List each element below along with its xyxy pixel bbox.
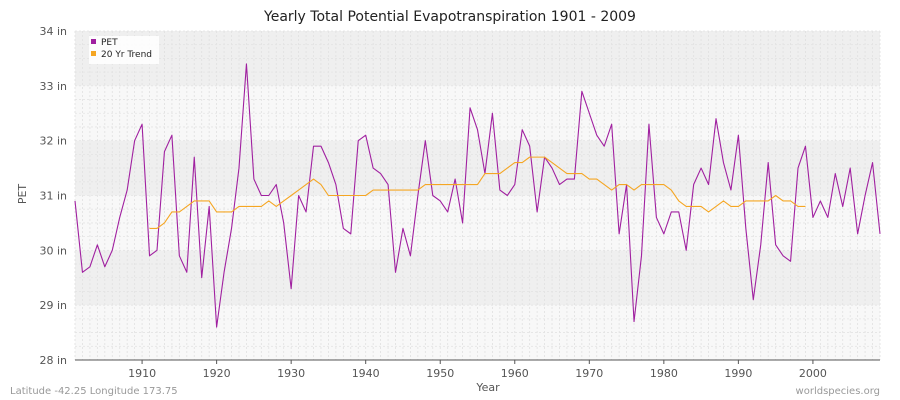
series-layer — [74, 63, 881, 328]
legend-label-trend: 20 Yr Trend — [101, 50, 152, 60]
x-tick-label: 1940 — [352, 367, 380, 380]
y-axis-label: PET — [16, 184, 29, 205]
legend-swatch-trend — [91, 51, 96, 56]
x-tick-label: 1950 — [426, 367, 454, 380]
y-tick-label: 29 in — [39, 299, 67, 312]
x-tick-label: 1990 — [724, 367, 752, 380]
series-line-trend — [149, 156, 806, 229]
y-tick-label: 30 in — [39, 244, 67, 257]
legend-box — [89, 36, 159, 64]
x-tick-label: 2000 — [799, 367, 827, 380]
legend: PET 20 Yr Trend — [89, 36, 159, 64]
chart-title: Yearly Total Potential Evapotranspiratio… — [263, 9, 636, 25]
y-axis-ticks: 28 in 29 in 30 in 31 in 32 in 33 in 34 in — [39, 25, 67, 367]
legend-label-pet: PET — [101, 38, 118, 48]
legend-swatch-pet — [91, 39, 96, 44]
y-tick-label: 31 in — [39, 190, 67, 203]
y-tick-label: 32 in — [39, 135, 67, 148]
x-axis-ticks: 1910 1920 1930 1940 1950 1960 1970 1980 1990 2000 — [128, 360, 827, 380]
footer-coordinates: Latitude -42.25 Longitude 173.75 — [10, 386, 178, 397]
x-tick-label: 1980 — [650, 367, 678, 380]
footer-source: worldspecies.org — [796, 386, 880, 397]
x-tick-label: 1970 — [575, 367, 603, 380]
y-tick-label: 34 in — [39, 25, 67, 38]
x-axis-label: Year — [475, 381, 500, 394]
x-tick-label: 1960 — [501, 367, 529, 380]
y-tick-label: 33 in — [39, 80, 67, 93]
series-line-pet — [74, 63, 881, 328]
x-tick-label: 1910 — [128, 367, 156, 380]
x-tick-label: 1930 — [277, 367, 305, 380]
x-tick-label: 1920 — [203, 367, 231, 380]
y-tick-label: 28 in — [39, 354, 67, 367]
